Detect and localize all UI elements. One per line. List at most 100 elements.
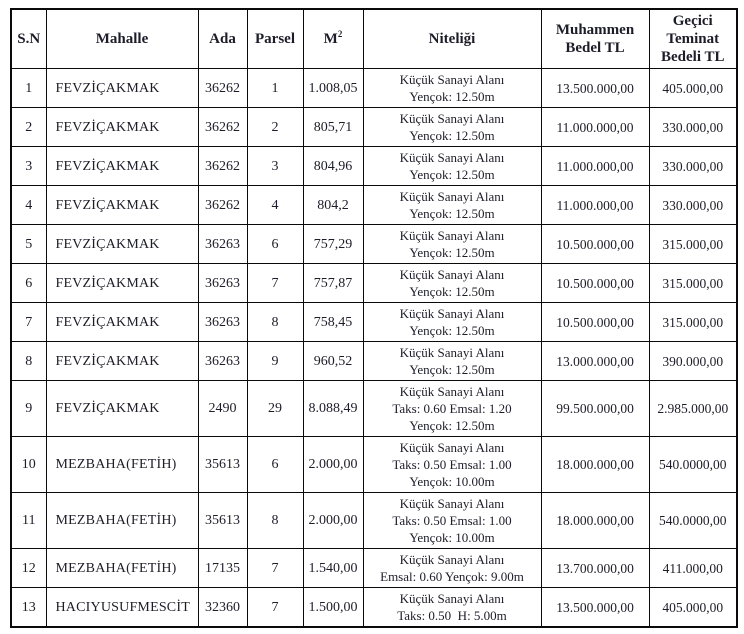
cell-muhammen: 18.000.000,00	[540, 436, 650, 493]
col-header-mahalle-label: Mahalle	[95, 31, 149, 47]
cell-m2: 2.000,00	[302, 436, 364, 493]
cell-ada: 36263	[197, 341, 248, 381]
table-header: S.N Mahalle Ada Parsel M2 Niteliği Muham…	[10, 8, 738, 69]
cell-ada: 36262	[197, 185, 248, 225]
cell-teminat: 315.000,00	[648, 224, 738, 264]
cell-parsel: 8	[246, 492, 304, 549]
cell-ada: 36263	[197, 302, 248, 342]
cell-mahalle: FEVZİÇAKMAK	[45, 302, 199, 342]
cell-muhammen: 11.000.000,00	[540, 146, 650, 186]
table-row: 6 FEVZİÇAKMAK 36263 7 757,87 Küçük Sanay…	[10, 263, 738, 303]
cell-mahalle: MEZBAHA(FETİH)	[45, 548, 199, 588]
table-row: 11 MEZBAHA(FETİH) 35613 8 2.000,00 Küçük…	[10, 492, 738, 549]
cell-sn: 13	[10, 587, 47, 628]
cell-ada: 2490	[197, 380, 248, 437]
cell-sn: 12	[10, 548, 47, 588]
cell-parsel: 8	[246, 302, 304, 342]
cell-m2: 2.000,00	[302, 492, 364, 549]
cell-mahalle: FEVZİÇAKMAK	[45, 224, 199, 264]
cell-mahalle: FEVZİÇAKMAK	[45, 68, 199, 108]
cell-mahalle: HACIYUSUFMESCİT	[45, 587, 199, 628]
cell-ada: 36262	[197, 107, 248, 147]
cell-sn: 1	[10, 68, 47, 108]
cell-ada: 36263	[197, 263, 248, 303]
cell-niteligi: Küçük Sanayi Alanı Yençok: 12.50m	[362, 185, 542, 225]
cell-sn: 10	[10, 436, 47, 493]
cell-sn: 8	[10, 341, 47, 381]
cell-parsel: 6	[246, 436, 304, 493]
cell-m2: 757,87	[302, 263, 364, 303]
cell-teminat: 405.000,00	[648, 68, 738, 108]
cell-sn: 7	[10, 302, 47, 342]
cell-parsel: 29	[246, 380, 304, 437]
cell-m2: 1.008,05	[302, 68, 364, 108]
cell-ada: 35613	[197, 436, 248, 493]
cell-parsel: 4	[246, 185, 304, 225]
table-row: 1 FEVZİÇAKMAK 36262 1 1.008,05 Küçük San…	[10, 68, 738, 108]
col-header-niteligi: Niteliği	[362, 8, 542, 69]
cell-m2: 804,2	[302, 185, 364, 225]
col-header-m2-label: M	[323, 31, 338, 47]
col-header-teminat: Geçici Teminat Bedeli TL	[648, 8, 738, 69]
col-header-parsel: Parsel	[246, 8, 304, 69]
cell-sn: 6	[10, 263, 47, 303]
cell-niteligi: Küçük Sanayi Alanı Yençok: 12.50m	[362, 68, 542, 108]
cell-niteligi: Küçük Sanayi Alanı Taks: 0.60 Emsal: 1.2…	[362, 380, 542, 437]
cell-m2: 960,52	[302, 341, 364, 381]
cell-muhammen: 10.500.000,00	[540, 263, 650, 303]
table-row: 7 FEVZİÇAKMAK 36263 8 758,45 Küçük Sanay…	[10, 302, 738, 342]
cell-niteligi: Küçük Sanayi Alanı Taks: 0.50 H: 5.00m	[362, 587, 542, 628]
cell-m2: 1.500,00	[302, 587, 364, 628]
cell-niteligi: Küçük Sanayi Alanı Yençok: 12.50m	[362, 224, 542, 264]
cell-teminat: 405.000,00	[648, 587, 738, 628]
col-header-teminat-label: Geçici Teminat Bedeli TL	[661, 13, 725, 65]
col-header-m2-superscript: 2	[337, 29, 343, 39]
cell-m2: 8.088,49	[302, 380, 364, 437]
cell-niteligi: Küçük Sanayi Alanı Yençok: 12.50m	[362, 302, 542, 342]
cell-niteligi: Küçük Sanayi Alanı Emsal: 0.60 Yençok: 9…	[362, 548, 542, 588]
cell-teminat: 540.0000,00	[648, 492, 738, 549]
cell-mahalle: FEVZİÇAKMAK	[45, 107, 199, 147]
cell-mahalle: FEVZİÇAKMAK	[45, 341, 199, 381]
cell-ada: 36263	[197, 224, 248, 264]
cell-sn: 5	[10, 224, 47, 264]
cell-niteligi: Küçük Sanayi Alanı Yençok: 12.50m	[362, 263, 542, 303]
table-row: 5 FEVZİÇAKMAK 36263 6 757,29 Küçük Sanay…	[10, 224, 738, 264]
cell-sn: 2	[10, 107, 47, 147]
cell-m2: 758,45	[302, 302, 364, 342]
cell-parsel: 1	[246, 68, 304, 108]
cell-muhammen: 13.500.000,00	[540, 68, 650, 108]
table-row: 4 FEVZİÇAKMAK 36262 4 804,2 Küçük Sanayi…	[10, 185, 738, 225]
cell-sn: 11	[10, 492, 47, 549]
cell-sn: 3	[10, 146, 47, 186]
cell-teminat: 411.000,00	[648, 548, 738, 588]
cell-teminat: 540.0000,00	[648, 436, 738, 493]
cell-teminat: 315.000,00	[648, 302, 738, 342]
table-row: 2 FEVZİÇAKMAK 36262 2 805,71 Küçük Sanay…	[10, 107, 738, 147]
cell-muhammen: 11.000.000,00	[540, 185, 650, 225]
cell-muhammen: 10.500.000,00	[540, 302, 650, 342]
col-header-muhammen-label: Muhammen Bedel TL	[555, 22, 635, 56]
cell-teminat: 315.000,00	[648, 263, 738, 303]
cell-mahalle: FEVZİÇAKMAK	[45, 146, 199, 186]
cell-parsel: 6	[246, 224, 304, 264]
cell-muhammen: 10.500.000,00	[540, 224, 650, 264]
table-row: 13 HACIYUSUFMESCİT 32360 7 1.500,00 Küçü…	[10, 587, 738, 628]
cell-ada: 36262	[197, 68, 248, 108]
cell-m2: 804,96	[302, 146, 364, 186]
cell-mahalle: FEVZİÇAKMAK	[45, 185, 199, 225]
cell-m2: 757,29	[302, 224, 364, 264]
col-header-m2: M2	[302, 8, 364, 69]
cell-mahalle: MEZBAHA(FETİH)	[45, 436, 199, 493]
cell-m2: 1.540,00	[302, 548, 364, 588]
cell-parsel: 3	[246, 146, 304, 186]
cell-mahalle: FEVZİÇAKMAK	[45, 380, 199, 437]
cell-teminat: 330.000,00	[648, 107, 738, 147]
cell-muhammen: 99.500.000,00	[540, 380, 650, 437]
cell-mahalle: FEVZİÇAKMAK	[45, 263, 199, 303]
cell-muhammen: 13.700.000,00	[540, 548, 650, 588]
cell-teminat: 2.985.000,00	[648, 380, 738, 437]
tender-table: S.N Mahalle Ada Parsel M2 Niteliği Muham…	[10, 8, 738, 628]
cell-muhammen: 13.500.000,00	[540, 587, 650, 628]
table-body: 1 FEVZİÇAKMAK 36262 1 1.008,05 Küçük San…	[10, 68, 738, 628]
